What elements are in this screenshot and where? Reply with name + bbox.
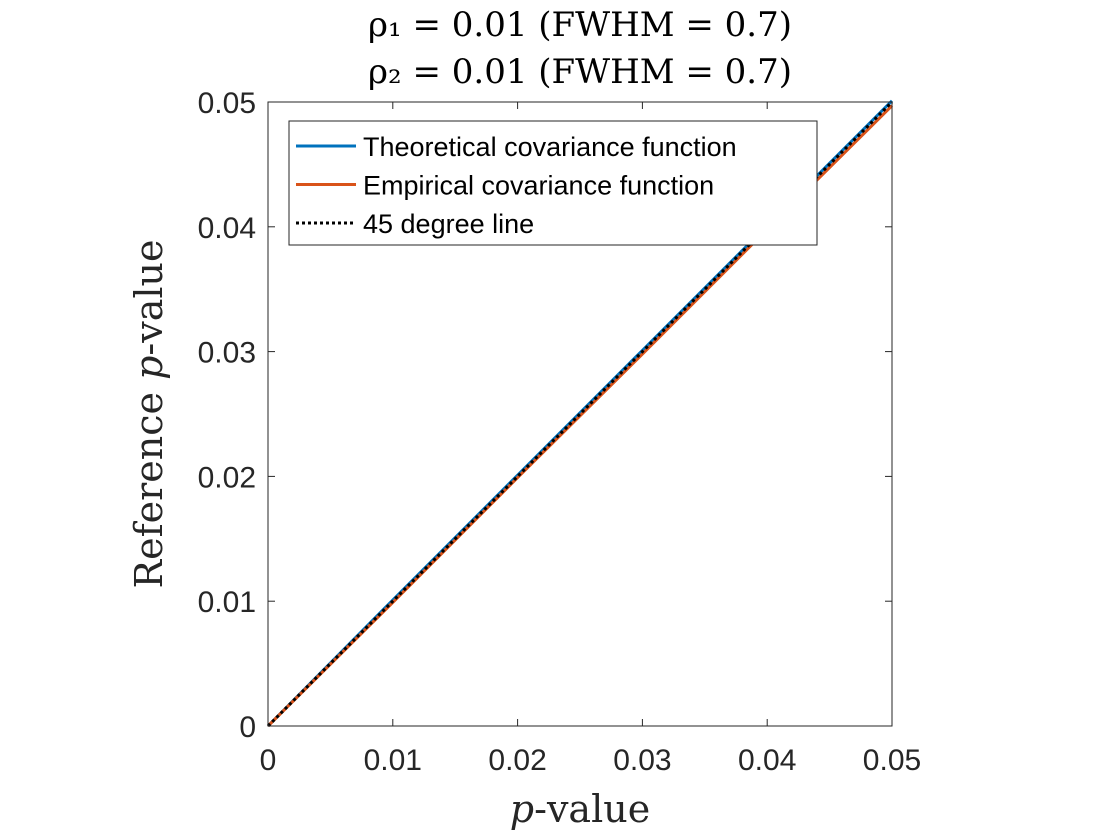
y-axis-label-pre: Reference: [127, 380, 171, 589]
x-tick-label: 0: [260, 744, 277, 777]
x-tick-label: 0.01: [364, 744, 422, 777]
x-tick-label: 0.03: [613, 744, 671, 777]
legend-label-1: Theoretical covariance function: [363, 132, 737, 162]
x-axis-label-var: p: [510, 787, 534, 831]
legend: Theoretical covariance function Empirical…: [288, 120, 818, 246]
y-tick-label: 0: [239, 711, 256, 744]
y-tick-label: 0.05: [198, 87, 256, 120]
y-tick-label: 0.04: [198, 212, 256, 245]
x-tick-label: 0.05: [863, 744, 921, 777]
x-tick-label: 0.04: [738, 744, 796, 777]
title-line-2: ρ₂ = 0.01 (FWHM = 0.7): [368, 52, 792, 92]
y-tick-label: 0.02: [198, 461, 256, 494]
legend-label-2: Empirical covariance function: [363, 171, 714, 201]
title-line-1: ρ₁ = 0.01 (FWHM = 0.7): [368, 5, 792, 45]
y-axis-label-var: p: [127, 356, 171, 380]
y-axis-label-post: -value: [127, 239, 171, 355]
plot-frame: [267, 101, 893, 727]
legend-items: Theoretical covariance function Empirical…: [296, 132, 737, 239]
legend-box: [288, 120, 818, 246]
x-axis-label-rest: -value: [534, 787, 650, 831]
x-tick-label: 0.02: [488, 744, 546, 777]
y-tick-label: 0.01: [198, 586, 256, 619]
y-axis-label: Reference p-value: [127, 239, 171, 588]
legend-label-3: 45 degree line: [363, 209, 534, 239]
x-axis-label: p-value: [510, 787, 650, 831]
tick-layer: 0 0.01 0.02 0.03 0.04 0.05 0 0.01 0.02 0.03 0.04 0.…: [198, 87, 922, 777]
y-tick-label: 0.03: [198, 337, 256, 370]
